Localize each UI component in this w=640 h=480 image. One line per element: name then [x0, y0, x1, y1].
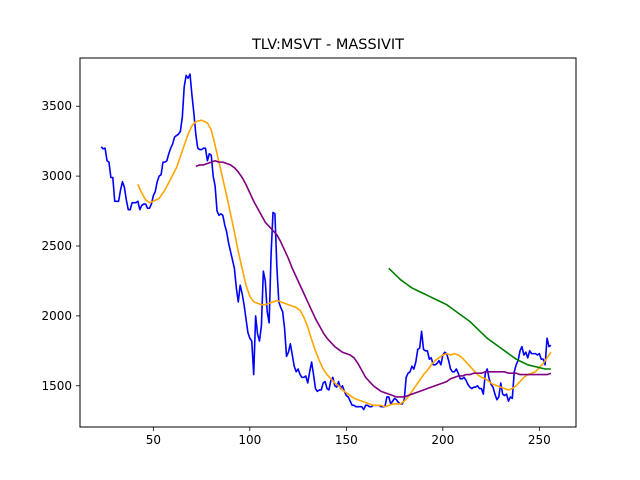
x-tick-label: 250 — [528, 433, 551, 447]
series-layer — [100, 73, 552, 411]
series-line-3 — [388, 267, 551, 370]
x-tick-label: 50 — [146, 433, 161, 447]
y-tick-label: 2500 — [41, 239, 72, 253]
series-line-0 — [100, 73, 552, 411]
x-tick-label: 150 — [335, 433, 358, 447]
y-tick-label: 3500 — [41, 99, 72, 113]
y-tick-label: 2000 — [41, 309, 72, 323]
x-tick-label: 100 — [238, 433, 261, 447]
plot-frame — [79, 57, 577, 428]
y-tick-label: 3000 — [41, 169, 72, 183]
x-tick-label: 200 — [431, 433, 454, 447]
plot-area — [79, 57, 577, 428]
series-line-1 — [137, 119, 552, 408]
y-axis: 1500 2000 2500 3000 3500 — [41, 99, 80, 393]
x-axis: 50 100 150 200 250 — [146, 427, 551, 447]
series-line-2 — [195, 159, 552, 398]
chart-title: TLV:MSVT - MASSIVIT — [251, 37, 404, 53]
y-tick-label: 1500 — [41, 379, 72, 393]
